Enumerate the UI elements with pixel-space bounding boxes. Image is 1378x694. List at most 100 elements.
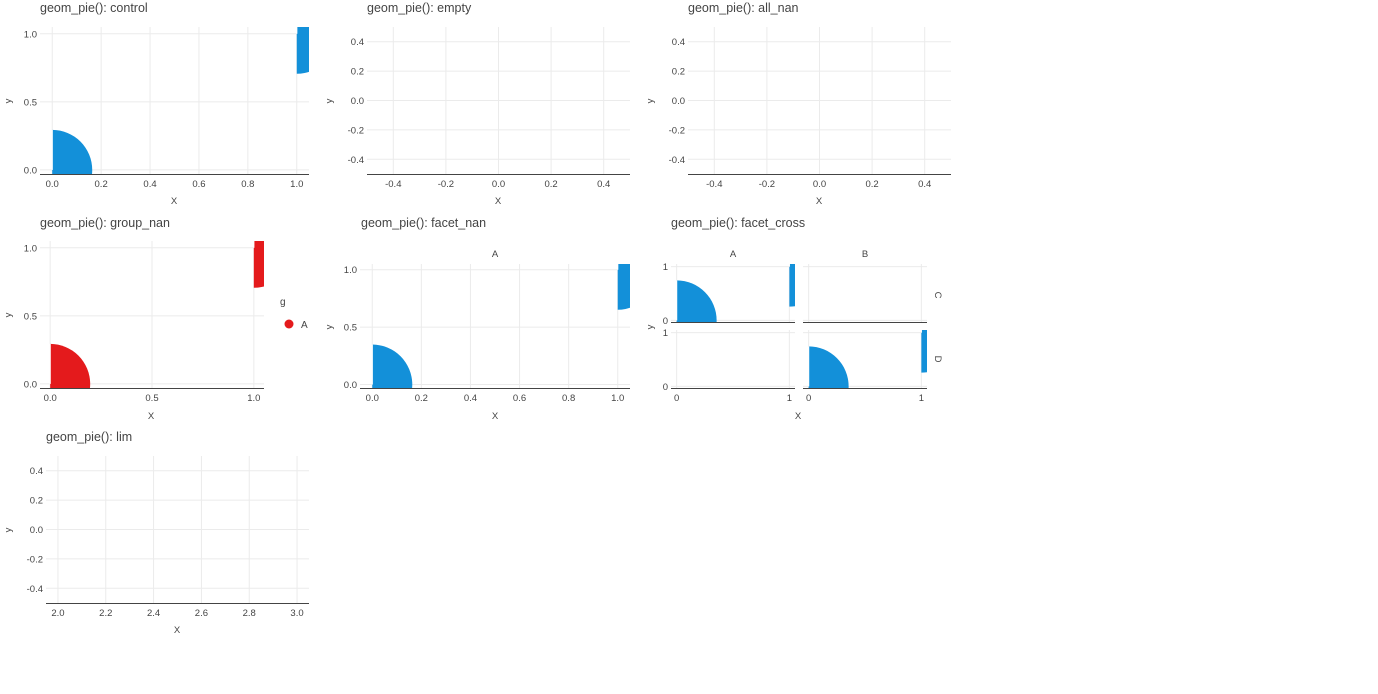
- pie-layer: [49, 241, 264, 388]
- x-tick-label: 1.0: [247, 393, 260, 404]
- pie-wedge: [617, 264, 630, 310]
- facet-panel-a-c: 01: [663, 262, 795, 327]
- y-axis-label: y: [645, 98, 656, 103]
- x-tick-label: 0.4: [464, 393, 477, 404]
- y-tick-label: 0.0: [24, 379, 37, 390]
- plot-area: 0.0 0.2 0.4 0.6 0.8 1.0 0.0 0.5 1.0: [24, 27, 309, 190]
- y-tick-label: -0.4: [669, 155, 685, 166]
- y-tick-label: 0.0: [672, 96, 685, 107]
- x-tick-label: 0.0: [492, 179, 505, 190]
- pie-wedge: [296, 27, 309, 74]
- y-tick-label: 0.2: [672, 67, 685, 78]
- y-tick-label: 0.4: [30, 466, 43, 477]
- legend: g A: [280, 297, 308, 331]
- x-tick-label: 0: [674, 393, 679, 404]
- plot-area: -0.4 -0.2 0.0 0.2 0.4 -0.4 -0.2 0.0 0.2 0.4: [348, 27, 630, 190]
- x-axis-label: X: [795, 411, 802, 422]
- x-tick-label: 0.6: [513, 393, 526, 404]
- chart-empty: geom_pie(): empty X y -0.4 -0.2 0.0 0.2 0.4-…: [324, 1, 630, 207]
- y-tick-label: 0: [663, 382, 668, 393]
- x-tick-label: 1.0: [611, 393, 624, 404]
- chart-lim: geom_pie(): lim X y 2.0 2.2 2.4 2.6 2.8 3.0 -0…: [3, 430, 309, 636]
- y-tick-label: 0.4: [672, 37, 685, 48]
- chart-group-nan: geom_pie(): group_nan X y 0.0 0.5 1.00.00.…: [3, 216, 308, 422]
- chart-facet-cross: geom_pie(): facet_cross A B C D X y 01 0…: [645, 216, 943, 422]
- x-tick-label: -0.4: [706, 179, 722, 190]
- y-tick-label: 0.5: [24, 97, 37, 108]
- pie-layer: [371, 264, 630, 388]
- pie-layer: [808, 330, 927, 388]
- pie-wedge: [789, 264, 795, 307]
- y-tick-label: 0.0: [30, 525, 43, 536]
- x-tick-label: 2.0: [51, 608, 64, 619]
- x-tick-label: 0: [806, 393, 811, 404]
- y-tick-label: 1.0: [24, 29, 37, 40]
- pie-wedge: [50, 343, 91, 388]
- y-tick-label: 0: [663, 316, 668, 327]
- x-tick-label: -0.4: [385, 179, 401, 190]
- facet-panel-b-c: [803, 264, 927, 323]
- pie-wedge: [253, 241, 264, 288]
- y-tick-label: 0.0: [351, 96, 364, 107]
- x-tick-label: 0.0: [813, 179, 826, 190]
- y-tick-label: 1.0: [24, 243, 37, 254]
- x-tick-label: -0.2: [759, 179, 775, 190]
- x-tick-label: 0.0: [44, 393, 57, 404]
- y-tick-label: 1: [663, 262, 668, 273]
- x-tick-label: 0.0: [46, 179, 59, 190]
- x-axis-label: X: [148, 411, 155, 422]
- x-axis-label: X: [174, 625, 181, 636]
- x-tick-label: 2.4: [147, 608, 160, 619]
- facet-strip-col-a: A: [730, 249, 737, 260]
- x-tick-label: 0.2: [415, 393, 428, 404]
- facet-strip-a: A: [492, 249, 499, 260]
- y-tick-label: 0.5: [344, 323, 357, 334]
- y-tick-label: 0.5: [24, 311, 37, 322]
- facet-strip-row-d: D: [932, 356, 943, 363]
- facet-strip-col-b: B: [862, 249, 868, 260]
- y-tick-label: 0.0: [24, 165, 37, 176]
- x-tick-label: 2.6: [195, 608, 208, 619]
- legend-title: g: [280, 297, 286, 308]
- x-tick-label: 2.8: [243, 608, 256, 619]
- y-axis-label: y: [645, 324, 656, 329]
- pie-wedge: [921, 330, 927, 373]
- chart-title: geom_pie(): all_nan: [688, 1, 799, 15]
- y-tick-label: -0.2: [27, 554, 43, 565]
- x-tick-label: 0.4: [918, 179, 931, 190]
- chart-all-nan: geom_pie(): all_nan X y -0.4 -0.2 0.0 0.2 0.…: [645, 1, 951, 207]
- chart-title: geom_pie(): empty: [367, 1, 472, 15]
- pie-wedge: [676, 280, 717, 322]
- y-tick-label: -0.4: [348, 155, 364, 166]
- x-tick-label: 1.0: [290, 179, 303, 190]
- y-tick-label: 1: [663, 328, 668, 339]
- plot-area: 0.0 0.2 0.4 0.6 0.8 1.0 0.0 0.5 1.0: [344, 264, 630, 404]
- chart-title: geom_pie(): control: [40, 1, 148, 15]
- y-axis-label: y: [324, 324, 335, 329]
- x-tick-label: 0.2: [865, 179, 878, 190]
- x-tick-label: 0.5: [145, 393, 158, 404]
- x-tick-label: 0.2: [544, 179, 557, 190]
- x-axis-label: X: [495, 196, 502, 207]
- x-tick-label: 0.2: [95, 179, 108, 190]
- pie-layer: [51, 27, 309, 174]
- x-tick-label: 2.2: [99, 608, 112, 619]
- y-tick-label: 0.2: [30, 496, 43, 507]
- pie-wedge: [372, 344, 413, 388]
- chart-title: geom_pie(): lim: [46, 430, 132, 444]
- x-tick-label: 1: [787, 393, 792, 404]
- x-axis-label: X: [171, 196, 178, 207]
- y-axis-label: y: [324, 98, 335, 103]
- y-axis-label: y: [3, 527, 14, 532]
- legend-label-a: A: [301, 320, 308, 331]
- chart-title: geom_pie(): facet_cross: [671, 216, 805, 230]
- x-axis-label: X: [492, 411, 499, 422]
- x-axis-label: X: [816, 196, 823, 207]
- y-tick-label: -0.2: [348, 125, 364, 136]
- y-tick-label: -0.4: [27, 584, 43, 595]
- x-tick-label: 0.4: [143, 179, 156, 190]
- chart-title: geom_pie(): group_nan: [40, 216, 170, 230]
- y-tick-label: 0.0: [344, 380, 357, 391]
